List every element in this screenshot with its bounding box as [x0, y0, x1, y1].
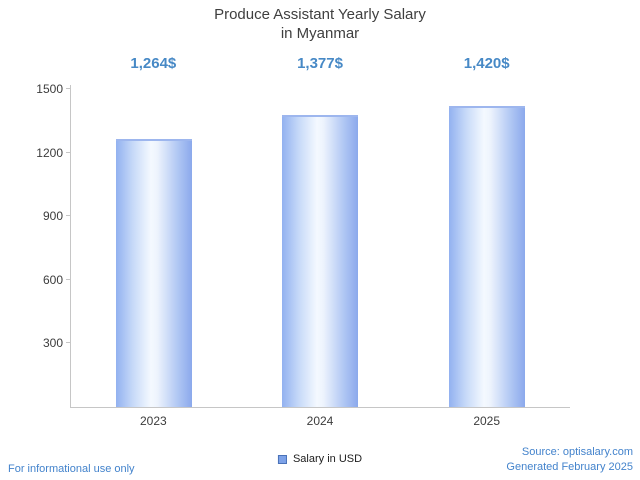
bar-2024 — [282, 115, 359, 407]
bar-value-label: 1,377$ — [297, 55, 343, 72]
generated-date: Generated February 2025 — [506, 461, 633, 473]
plot-area: 300 600 900 1200 1500 — [36, 82, 570, 408]
source-block: Source: optisalary.com Generated Februar… — [506, 445, 633, 475]
bar-column — [71, 85, 237, 407]
disclaimer-text: For informational use only — [8, 463, 135, 475]
legend-label: Salary in USD — [292, 453, 363, 465]
legend-swatch-icon — [277, 454, 287, 464]
y-tick-mark — [66, 342, 71, 343]
y-tick-mark — [66, 88, 71, 89]
x-tick-label: 2023 — [139, 414, 167, 428]
y-tick-mark — [66, 152, 71, 153]
bar-2025 — [448, 106, 525, 407]
y-tick-label: 300 — [42, 336, 63, 350]
bar-value-label: 1,264$ — [130, 55, 177, 72]
y-tick-label: 1200 — [36, 146, 63, 160]
source-link[interactable]: Source: optisalary.com — [521, 446, 633, 458]
chart-title-line1: Produce Assistant Yearly Salary — [214, 6, 426, 23]
y-tick-mark — [66, 279, 71, 280]
x-tick-label: 2025 — [473, 414, 501, 428]
x-axis-labels: 2023 2024 2025 — [70, 414, 570, 430]
bars-group — [71, 85, 570, 407]
bar-value-labels: 1,264$ 1,377$ 1,420$ — [70, 55, 570, 75]
y-tick-label: 1500 — [36, 82, 63, 96]
y-tick-label: 600 — [42, 273, 63, 287]
chart-title: Produce Assistant Yearly Salary in Myanm… — [0, 5, 640, 43]
bar-value-label: 1,420$ — [463, 55, 510, 72]
legend: Salary in USD — [277, 453, 363, 465]
x-tick-label: 2024 — [306, 414, 334, 428]
y-tick-label: 900 — [42, 209, 63, 223]
chart-title-line2: in Myanmar — [280, 25, 360, 42]
bar-column — [237, 85, 403, 407]
bar-2023 — [116, 139, 193, 407]
y-tick-mark — [66, 215, 71, 216]
bar-column — [404, 85, 570, 407]
